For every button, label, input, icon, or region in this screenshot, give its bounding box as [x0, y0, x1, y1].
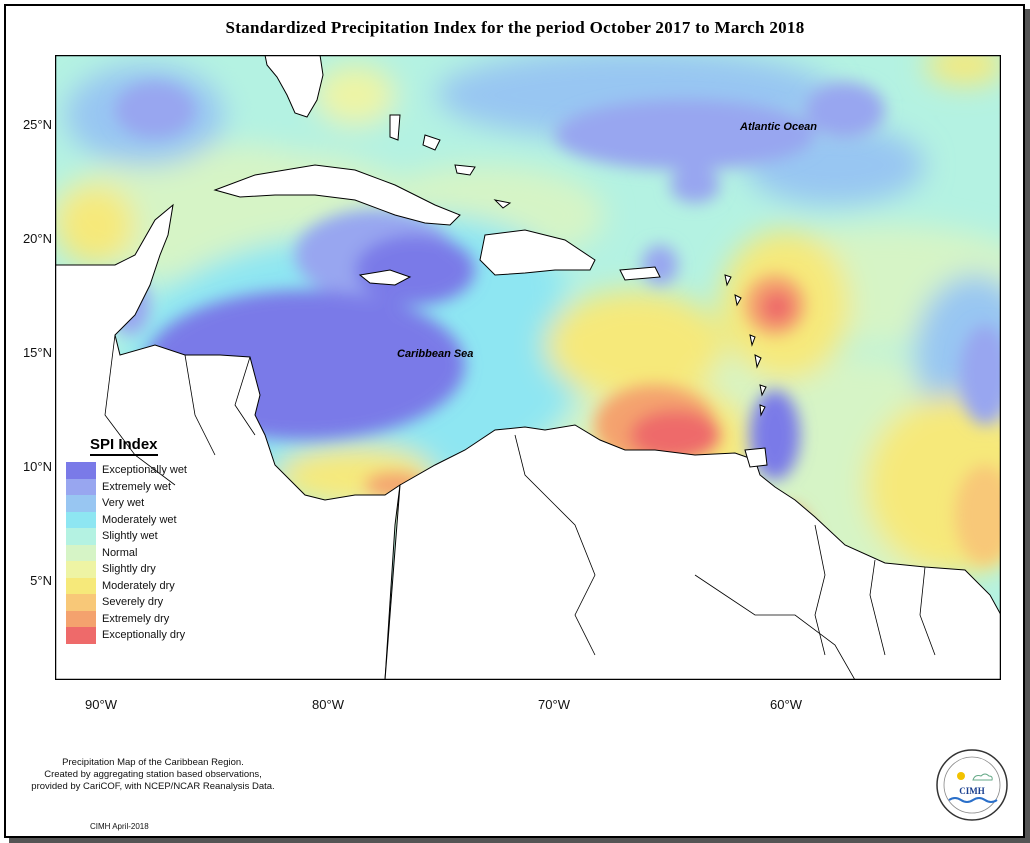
x-tick-label: 70°W [538, 697, 570, 712]
credit-text: CIMH April-2018 [90, 822, 149, 831]
x-tick-label: 60°W [770, 697, 802, 712]
jamaica [358, 269, 412, 286]
cimh-logo: CIMH [936, 749, 1008, 821]
legend-item: Severely dry [66, 594, 266, 611]
map-border [55, 55, 1001, 680]
y-tick-label: 25°N [22, 117, 52, 132]
y-tick-label: 5°N [30, 573, 52, 588]
note-line: Precipitation Map of the Caribbean Regio… [62, 757, 244, 768]
legend-item: Slightly dry [66, 561, 266, 578]
legend-swatch [66, 627, 96, 644]
legend-label: Normal [102, 546, 138, 559]
caribbean-label: Caribbean Sea [397, 348, 473, 360]
borders [104, 334, 936, 680]
legend-item: Exceptionally wet [66, 462, 266, 479]
legend-swatch [66, 544, 96, 561]
spi-legend: SPI Index Exceptionally wet Extremely wet… [66, 436, 266, 644]
y-tick-label: 15°N [22, 345, 52, 360]
central-america [55, 203, 401, 680]
y-tick-label: 20°N [22, 231, 52, 246]
spi-field: Atlantic Ocean Caribbean Sea [55, 55, 1001, 680]
legend-rows: Exceptionally wet Extremely wet Very wet Mo… [66, 462, 266, 644]
legend-label: Moderately wet [102, 513, 177, 526]
x-tick-label: 80°W [312, 697, 344, 712]
legend-label: Severely dry [102, 596, 164, 609]
spi-map: Atlantic Ocean Caribbean Sea [55, 55, 1001, 680]
sun-icon [957, 772, 965, 780]
map-title: Standardized Precipitation Index for the… [225, 18, 805, 37]
hispaniola [479, 229, 596, 276]
cuba [213, 164, 461, 226]
wave-icon [948, 797, 998, 803]
cloud-icon [972, 773, 993, 781]
legend-swatch [66, 594, 96, 611]
note-line: Created by aggregating station based obs… [44, 769, 262, 780]
legend-swatch [66, 462, 96, 479]
legend-swatch [66, 528, 96, 545]
legend-label: Exceptionally dry [102, 629, 186, 642]
puerto-rico [619, 266, 661, 281]
legend-label: Moderately dry [102, 579, 175, 592]
legend-swatch [66, 495, 96, 512]
legend-swatch [66, 561, 96, 578]
logo-text: CIMH [959, 786, 985, 796]
legend-label: Slightly wet [102, 530, 158, 543]
legend-label: Extremely wet [102, 480, 172, 493]
legend-label: Exceptionally wet [102, 464, 187, 477]
legend-item: Moderately dry [66, 577, 266, 594]
trinidad [744, 447, 768, 468]
legend-item: Exceptionally dry [66, 627, 266, 644]
legend-label: Extremely dry [102, 612, 170, 625]
legend-swatch [66, 478, 96, 495]
legend-item: Extremely wet [66, 478, 266, 495]
legend-label: Very wet [102, 497, 145, 510]
legend-item: Moderately wet [66, 511, 266, 528]
florida [264, 55, 324, 118]
x-tick-label: 90°W [85, 697, 117, 712]
map-note: Precipitation Map of the Caribbean Regio… [8, 757, 298, 793]
legend-item: Extremely dry [66, 610, 266, 627]
legend-item: Very wet [66, 495, 266, 512]
legend-swatch [66, 577, 96, 594]
note-line: provided by CariCOF, with NCEP/NCAR Rean… [31, 781, 275, 792]
legend-swatch [66, 511, 96, 528]
legend-item: Slightly wet [66, 528, 266, 545]
y-tick-label: 10°N [22, 459, 52, 474]
legend-title: SPI Index [90, 436, 158, 456]
legend-label: Slightly dry [102, 563, 156, 576]
atlantic-label: Atlantic Ocean [739, 121, 817, 133]
legend-swatch [66, 610, 96, 627]
legend-item: Normal [66, 544, 266, 561]
